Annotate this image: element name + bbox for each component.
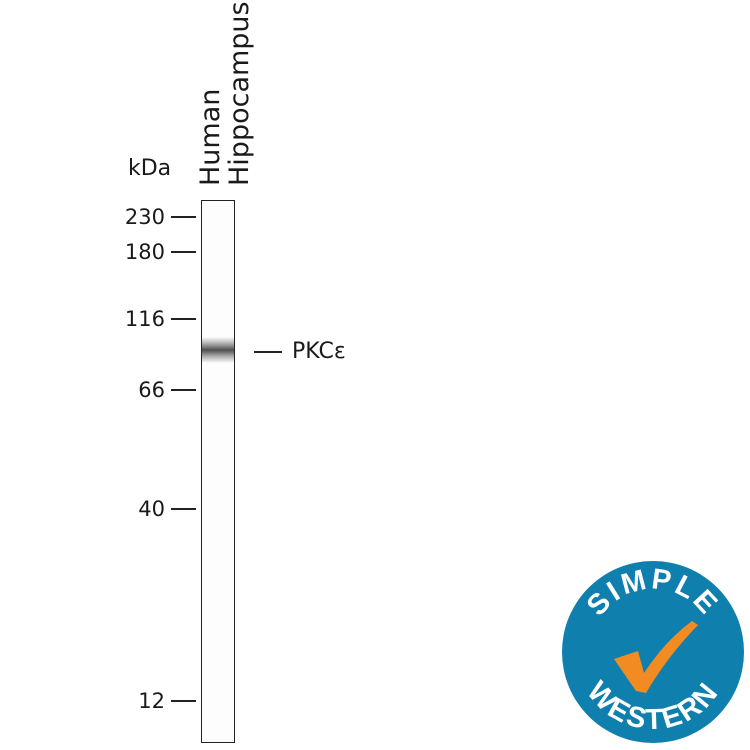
marker-label: 180 <box>124 240 165 264</box>
unit-label: kDa <box>128 156 172 181</box>
checkmark-icon <box>614 621 698 693</box>
lane-label: Human Hippocampus <box>195 1 255 186</box>
blot-lane <box>201 200 235 743</box>
marker-tick <box>171 216 196 218</box>
lane-label-line1: Human <box>195 88 226 186</box>
target-label: PKCε <box>292 339 346 364</box>
logo-circle <box>562 561 744 743</box>
logo-copyright: © 2014 <box>728 697 743 721</box>
target-tick <box>254 351 282 353</box>
marker-label: 230 <box>124 205 165 229</box>
marker-tick <box>171 508 196 510</box>
marker-label: 12 <box>138 689 165 713</box>
marker-tick <box>171 389 196 391</box>
lane-label-line2: Hippocampus <box>224 1 255 186</box>
simple-western-logo: SIMPLE WESTERN © 2014 <box>562 561 744 743</box>
marker-tick <box>171 318 196 320</box>
marker-tick <box>171 251 196 253</box>
protein-band <box>202 337 234 363</box>
marker-label: 40 <box>138 497 165 521</box>
marker-label: 66 <box>138 378 165 402</box>
marker-label: 116 <box>124 307 165 331</box>
marker-tick <box>171 700 196 702</box>
